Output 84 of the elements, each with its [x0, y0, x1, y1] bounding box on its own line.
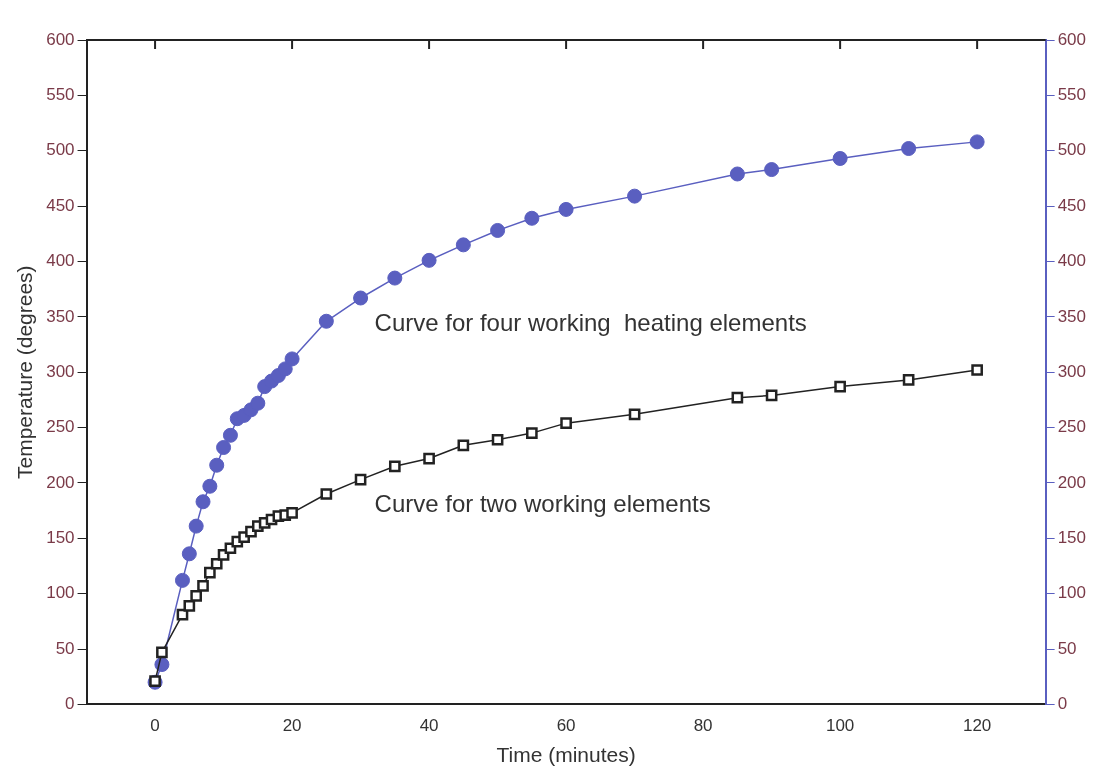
- x-tick-label: 0: [150, 716, 160, 736]
- point: [320, 488, 333, 500]
- y2-tick-label: 200: [1057, 472, 1087, 492]
- y-tick-label: 400: [46, 251, 75, 271]
- series-label: Curve for four working heating elements: [374, 308, 807, 336]
- y2-tick-label: 100: [1057, 583, 1087, 603]
- x-tick-label: 40: [419, 716, 439, 736]
- point: [174, 572, 190, 588]
- y-tick-label: 350: [46, 306, 75, 326]
- point: [209, 457, 225, 473]
- x-tick-label: 60: [556, 716, 576, 736]
- point: [764, 162, 780, 178]
- point: [277, 361, 293, 377]
- point: [834, 380, 846, 393]
- point: [354, 473, 367, 486]
- point: [902, 374, 915, 386]
- point: [524, 210, 540, 226]
- point: [731, 391, 744, 404]
- point: [969, 134, 985, 150]
- point: [526, 427, 538, 439]
- point: [627, 188, 643, 204]
- point: [284, 351, 300, 367]
- y2-tick-label: 300: [1057, 361, 1087, 381]
- point: [202, 478, 218, 494]
- y-tick-label: 600: [46, 29, 75, 49]
- point: [832, 150, 848, 166]
- point: [628, 408, 641, 421]
- point: [204, 566, 216, 579]
- y2-tick-label: 400: [1057, 251, 1087, 271]
- y2-tick-label: 250: [1057, 417, 1087, 437]
- y2-tick-label: 550: [1057, 85, 1087, 105]
- point: [729, 166, 745, 182]
- x-axis-title: Time (minutes): [496, 743, 636, 767]
- point: [286, 506, 298, 519]
- point: [183, 600, 196, 612]
- y2-tick-label: 50: [1057, 638, 1077, 658]
- y-tick-label: 50: [55, 638, 75, 658]
- point: [491, 433, 504, 446]
- point: [901, 141, 917, 157]
- y-axis-title: Temperature (degrees): [13, 265, 37, 479]
- point: [190, 590, 203, 602]
- x-tick-label: 100: [825, 716, 855, 736]
- point: [423, 452, 435, 465]
- x-tick-label: 120: [962, 716, 992, 736]
- point: [181, 546, 197, 562]
- y-tick-label: 250: [46, 417, 75, 437]
- point: [210, 557, 223, 570]
- point: [216, 440, 232, 455]
- point: [222, 427, 238, 443]
- point: [318, 313, 334, 329]
- point: [558, 201, 574, 217]
- y2-tick-label: 0: [1057, 694, 1068, 714]
- y-tick-label: 100: [46, 583, 75, 603]
- x-tick-label: 20: [282, 716, 302, 736]
- y-tick-label: 0: [65, 694, 75, 714]
- point: [490, 222, 506, 238]
- point: [387, 270, 403, 286]
- point: [195, 494, 211, 510]
- point: [353, 290, 369, 306]
- point: [971, 364, 983, 376]
- y2-tick-label: 450: [1057, 195, 1087, 215]
- point: [250, 395, 266, 411]
- point: [388, 460, 401, 473]
- point: [455, 237, 471, 253]
- point: [421, 252, 437, 268]
- point: [176, 608, 189, 621]
- point: [457, 439, 470, 452]
- point: [156, 646, 168, 659]
- y2-tick-label: 600: [1057, 29, 1087, 49]
- point: [765, 389, 778, 402]
- y-tick-label: 150: [46, 527, 75, 547]
- x-tick-label: 80: [693, 716, 713, 736]
- y-tick-label: 200: [46, 472, 75, 492]
- point: [188, 518, 204, 534]
- y2-tick-label: 350: [1057, 306, 1087, 326]
- y-tick-label: 550: [46, 85, 75, 105]
- series-label: Curve for two working elements: [374, 490, 711, 518]
- y-tick-label: 300: [46, 361, 75, 381]
- y2-tick-label: 150: [1057, 527, 1087, 547]
- y-tick-label: 500: [46, 140, 75, 160]
- point: [560, 417, 572, 429]
- y-tick-label: 450: [46, 195, 75, 215]
- y2-tick-label: 500: [1057, 140, 1087, 160]
- point: [197, 580, 209, 592]
